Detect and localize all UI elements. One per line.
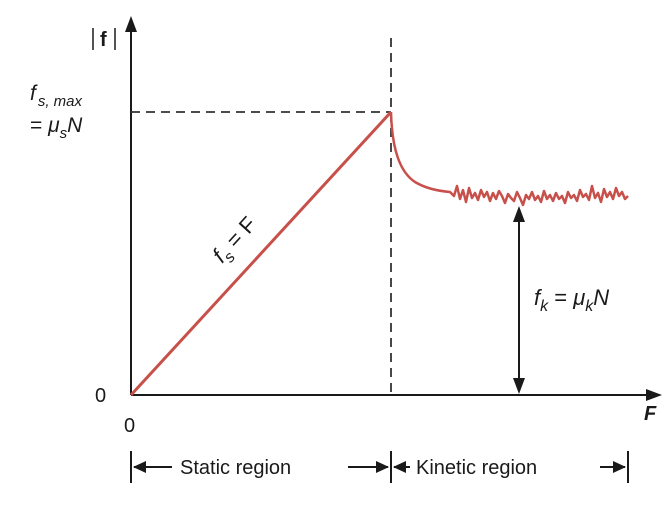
fs-max-equals: = μsN [30,114,83,142]
y-origin-label: 0 [95,385,106,407]
x-axis-arrowhead [646,389,662,401]
static-line-label: fs = F [207,212,265,271]
x-axis-label: F [644,403,657,425]
fs-max-label: f s, max [30,82,83,110]
y-axis-label: f [100,29,107,51]
kinetic-arrow-bottom-head [513,378,525,394]
kinetic-region-label: Kinetic region [416,457,537,479]
static-friction-line [129,110,393,397]
kinetic-label: fk = μkN [534,285,609,315]
static-region-label: Static region [180,457,291,479]
y-axis-arrowhead [125,16,137,32]
x-origin-label: 0 [124,415,135,437]
kinetic-arrow-top-head [513,206,525,222]
kinetic-friction-curve [389,111,629,207]
kinetic-region-right-head [613,461,626,473]
kinetic-region-left-head [393,461,406,473]
static-region-right-head [376,461,389,473]
static-region-left-head [133,461,146,473]
